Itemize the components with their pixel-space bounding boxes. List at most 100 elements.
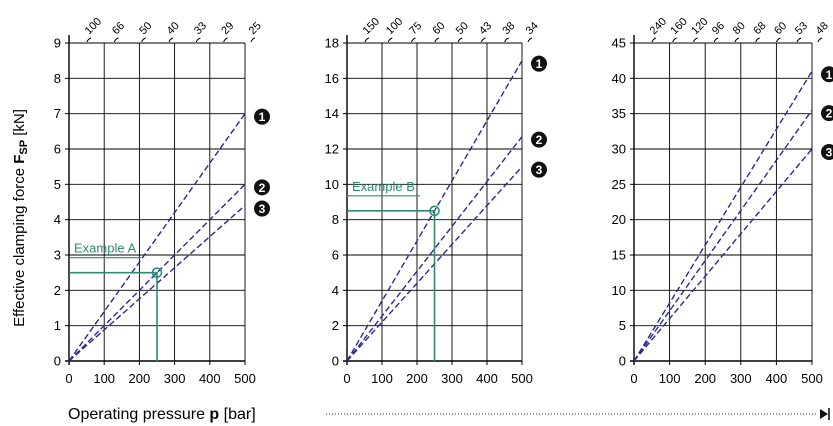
example-label: Example A bbox=[74, 241, 136, 256]
x-tick-label: 400 bbox=[476, 371, 498, 386]
series-line-3 bbox=[633, 148, 813, 362]
example-point bbox=[429, 205, 440, 217]
y-tick-label: 15 bbox=[612, 248, 626, 263]
top-scale-label: 120 bbox=[689, 16, 710, 37]
top-scale-tick bbox=[504, 37, 509, 43]
x-tick-label: 300 bbox=[441, 371, 463, 386]
y-tick-label: 4 bbox=[332, 283, 339, 298]
series-marker-circle-1 bbox=[821, 66, 833, 83]
y-tick-label: 3 bbox=[54, 248, 61, 263]
series-marker-circle-3 bbox=[531, 161, 547, 178]
top-scale-label: 100 bbox=[384, 16, 405, 37]
top-scale-tick bbox=[817, 37, 823, 43]
y-tick-label: 0 bbox=[332, 354, 339, 369]
y-tick-label: 0 bbox=[54, 354, 61, 369]
series-marker-label-1: 1 bbox=[259, 110, 266, 124]
x-tick-label: 500 bbox=[801, 371, 823, 386]
top-scale-label: 68 bbox=[751, 20, 768, 37]
y-tick-label: 6 bbox=[54, 142, 61, 157]
top-scale-tick bbox=[796, 37, 802, 43]
y-tick-label: 5 bbox=[619, 318, 626, 333]
y-tick-label: 10 bbox=[612, 283, 626, 298]
top-scale-tick bbox=[250, 37, 256, 43]
top-scale-tick bbox=[734, 37, 740, 43]
top-scale-label: 75 bbox=[407, 20, 424, 37]
chart-panel-1: 0 100 200 300 400 500 0 1 2 3 4 5 6 7 8 9 100 66 50 40 33 29 2… bbox=[54, 16, 270, 386]
y-tick-label: 8 bbox=[332, 212, 339, 227]
y-tick-label: 10 bbox=[325, 177, 339, 192]
x-tick-label: 200 bbox=[406, 371, 428, 386]
series-line-1 bbox=[633, 70, 813, 362]
y-tick-label: 25 bbox=[612, 177, 626, 192]
series-line-1 bbox=[68, 113, 246, 362]
x-tick-label: 500 bbox=[511, 371, 533, 386]
y-tick-label: 5 bbox=[54, 177, 61, 192]
top-scale-label: 60 bbox=[772, 20, 789, 37]
top-scale-label: 43 bbox=[477, 20, 494, 37]
series-marker-circle-3 bbox=[254, 200, 270, 217]
x-tick-label: 200 bbox=[129, 371, 151, 386]
top-scale-tick bbox=[527, 37, 533, 43]
top-scale-label: 60 bbox=[430, 20, 447, 37]
x-tick-label: 500 bbox=[234, 371, 256, 386]
top-scale-label: 53 bbox=[793, 20, 810, 37]
top-scale-label: 48 bbox=[814, 20, 831, 37]
x-tick-label: 100 bbox=[371, 371, 393, 386]
y-tick-label: 16 bbox=[325, 71, 339, 86]
top-scale-tick bbox=[113, 37, 119, 43]
y-tick-label: 20 bbox=[612, 212, 626, 227]
y-tick-label: 14 bbox=[325, 106, 339, 121]
grid bbox=[68, 42, 246, 362]
top-scale-tick bbox=[364, 37, 370, 43]
series-line-2 bbox=[68, 183, 246, 362]
series-marker-circle-1 bbox=[254, 108, 270, 125]
top-scale-label: 150 bbox=[361, 16, 382, 37]
top-scale-tick bbox=[672, 37, 677, 43]
top-scale-label: 50 bbox=[137, 20, 154, 37]
y-tick-label: 2 bbox=[332, 318, 339, 333]
top-scale-tick bbox=[223, 37, 228, 43]
y-tick-label: 6 bbox=[332, 248, 339, 263]
top-scale-label: 29 bbox=[219, 20, 236, 37]
top-scale-label: 240 bbox=[648, 16, 669, 37]
series-marker-circle-2 bbox=[254, 179, 270, 196]
top-scale-tick bbox=[411, 37, 416, 43]
grid bbox=[633, 42, 813, 362]
series-marker-label-2: 2 bbox=[259, 181, 266, 195]
series-marker-label-3: 3 bbox=[826, 146, 833, 160]
top-scale-tick bbox=[168, 37, 174, 43]
series-marker-label-1: 1 bbox=[536, 57, 543, 71]
top-scale-label: 160 bbox=[668, 16, 689, 37]
top-scale-tick bbox=[755, 37, 760, 43]
top-scale-label: 25 bbox=[247, 20, 264, 37]
y-tick-label: 0 bbox=[619, 354, 626, 369]
y-tick-label: 35 bbox=[612, 106, 626, 121]
y-tick-label: 30 bbox=[612, 142, 626, 157]
top-scale-tick bbox=[651, 37, 657, 43]
y-tick-label: 18 bbox=[325, 36, 339, 51]
top-scale-tick bbox=[457, 37, 463, 43]
y-tick-label: 1 bbox=[54, 318, 61, 333]
example-point bbox=[151, 267, 163, 278]
series-marker-circle-3 bbox=[821, 144, 833, 160]
top-scale-tick bbox=[141, 37, 146, 43]
top-scale-label: 66 bbox=[110, 20, 127, 37]
top-scale-label: 50 bbox=[454, 20, 471, 37]
x-tick-label: 200 bbox=[694, 371, 716, 386]
top-scale-tick bbox=[86, 37, 92, 43]
example-label: Example B bbox=[352, 179, 415, 194]
top-scale-label: 80 bbox=[731, 20, 748, 37]
series-marker-label-3: 3 bbox=[536, 163, 543, 177]
x-tick-label: 300 bbox=[730, 371, 752, 386]
top-scale-tick bbox=[776, 37, 781, 43]
example-guide-line bbox=[69, 271, 158, 361]
top-scale-label: 100 bbox=[83, 16, 104, 37]
x-tick-label: 400 bbox=[199, 371, 221, 386]
series-marker-label-2: 2 bbox=[826, 107, 833, 121]
top-scale-label: 38 bbox=[500, 20, 517, 37]
x-tick-label: 0 bbox=[343, 371, 350, 386]
top-scale-label: 34 bbox=[524, 20, 541, 37]
top-scale-label: 33 bbox=[192, 20, 209, 37]
